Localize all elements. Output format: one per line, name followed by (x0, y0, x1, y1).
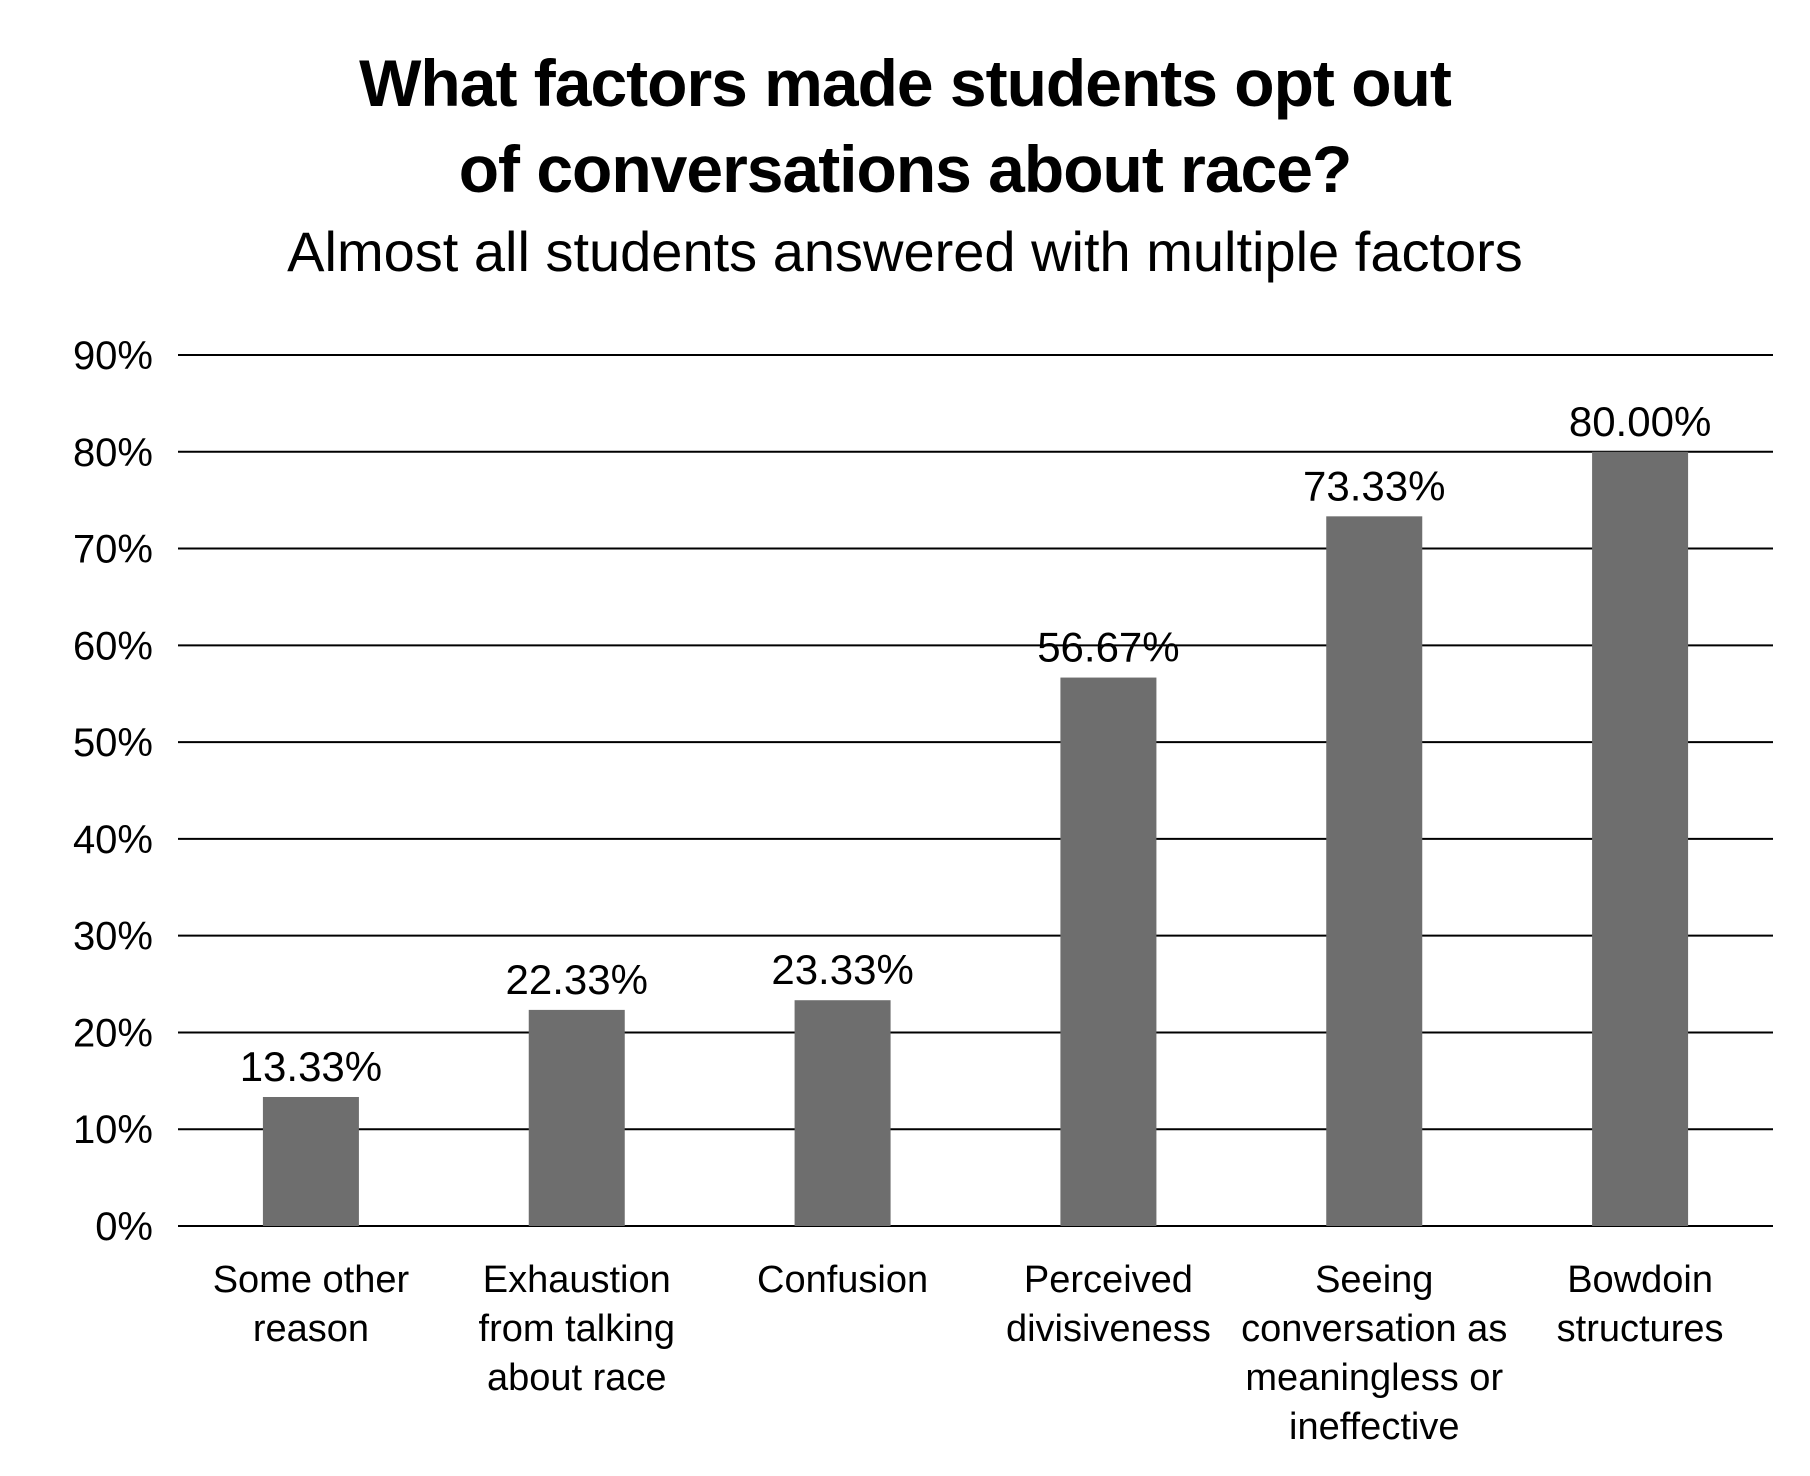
data-label: 56.67% (1037, 624, 1179, 671)
x-tick-label-line: from talking (479, 1308, 675, 1350)
x-tick-label-line: conversation as (1241, 1308, 1507, 1350)
bar (794, 1000, 891, 1226)
y-tick-label: 10% (73, 1108, 153, 1152)
data-label: 13.33% (240, 1043, 382, 1090)
x-tick-label-line: divisiveness (1006, 1308, 1211, 1350)
x-tick-label-line: Seeing (1315, 1259, 1433, 1301)
data-labels: 13.33% 22.33% 23.33% 56.67% 73.33% 80.00% (240, 398, 1712, 1090)
y-tick-label: 90% (73, 334, 153, 378)
x-tick-label-line: ineffective (1289, 1406, 1459, 1448)
data-label: 73.33% (1303, 462, 1445, 509)
gridlines (178, 354, 1773, 1227)
x-tick-label: Perceived divisiveness (1006, 1259, 1211, 1350)
x-tick-label-line: meaningless or (1245, 1357, 1503, 1399)
y-tick-label: 50% (73, 721, 153, 765)
chart-header: What factors made students opt out of co… (0, 40, 1810, 290)
bar (528, 1009, 625, 1226)
y-tick-label: 0% (95, 1205, 153, 1249)
y-tick-label: 30% (73, 915, 153, 959)
x-tick-label-line: reason (253, 1308, 369, 1350)
bar (262, 1096, 359, 1226)
x-tick-label: Bowdoin structures (1557, 1259, 1724, 1350)
x-tick-label: Exhaustion from talking about race (479, 1259, 675, 1399)
x-tick-label-line: Some other (213, 1259, 410, 1301)
x-tick-label: Seeing conversation as meaningless or ineff… (1241, 1259, 1507, 1448)
y-axis-ticks: 0% 10% 20% 30% 40% 50% 60% 70% 80% 90% (73, 334, 153, 1249)
chart-subtitle: Almost all students answered with multip… (287, 220, 1523, 283)
data-label: 22.33% (506, 956, 648, 1003)
x-tick-label: Some other reason (213, 1259, 410, 1350)
x-tick-label-line: Exhaustion (483, 1259, 671, 1301)
y-tick-label: 40% (73, 818, 153, 862)
y-tick-label: 80% (73, 431, 153, 475)
x-tick-label-line: Perceived (1024, 1259, 1193, 1301)
y-tick-label: 20% (73, 1011, 153, 1055)
chart-title-line-1: What factors made students opt out (359, 46, 1452, 120)
y-tick-label: 60% (73, 624, 153, 668)
y-tick-label: 70% (73, 528, 153, 572)
x-tick-label-line: structures (1557, 1308, 1724, 1350)
x-tick-label-line: Bowdoin (1567, 1259, 1713, 1301)
x-tick-label-line: Confusion (757, 1259, 928, 1301)
bar (1592, 451, 1689, 1226)
data-label: 23.33% (771, 946, 913, 993)
x-tick-label: Confusion (757, 1259, 928, 1301)
bar (1326, 516, 1423, 1226)
bars (262, 451, 1689, 1226)
x-axis-labels: Some other reason Exhaustion from talking ab… (213, 1259, 1724, 1448)
chart-title-line-2: of conversations about race? (458, 132, 1353, 206)
x-tick-label-line: about race (487, 1357, 667, 1399)
bar (1060, 677, 1157, 1226)
data-label: 80.00% (1569, 398, 1711, 445)
